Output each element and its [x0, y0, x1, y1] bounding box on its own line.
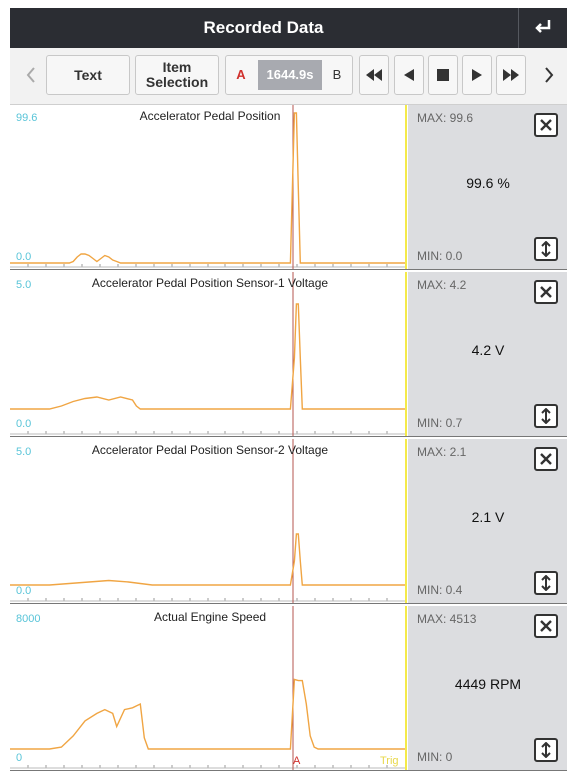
max-label: MAX: 2.1 — [417, 445, 467, 459]
graph-edge — [405, 272, 407, 436]
graph-title: Actual Engine Speed — [153, 610, 267, 624]
vertical-resize-icon — [541, 408, 551, 424]
title-bar: Recorded Data — [10, 8, 567, 48]
return-arrow-icon — [535, 20, 551, 33]
range-time-display: 1644.9s — [258, 60, 322, 90]
close-icon — [540, 620, 552, 632]
value-panel: MAX: 2.1 2.1 V MIN: 0.4 — [408, 439, 567, 603]
text-button[interactable]: Text — [46, 55, 130, 95]
stop-button[interactable] — [428, 55, 458, 95]
y-axis-max: 99.6 — [16, 112, 38, 124]
max-label: MAX: 99.6 — [417, 111, 474, 125]
close-button[interactable] — [534, 113, 558, 137]
scale-button[interactable] — [534, 571, 558, 595]
vertical-resize-icon — [541, 742, 551, 758]
y-axis-max: 5.0 — [16, 446, 32, 458]
graph-title: Accelerator Pedal Position Sensor-2 Volt… — [91, 443, 329, 457]
stop-icon — [437, 69, 449, 81]
step-back-icon — [404, 69, 414, 81]
min-label: MIN: 0.0 — [417, 249, 463, 263]
play-icon — [472, 69, 482, 81]
range-a-marker[interactable]: A — [236, 67, 246, 82]
max-label: MAX: 4.2 — [417, 278, 467, 292]
scale-button[interactable] — [534, 404, 558, 428]
graph-panel: 5.0 0.0 Accelerator Pedal Position Senso… — [10, 272, 567, 437]
line-chart — [10, 105, 405, 269]
max-label: MAX: 4513 — [417, 612, 477, 626]
close-button[interactable] — [534, 280, 558, 304]
graph-edge — [405, 105, 407, 269]
current-value: 2.1 V — [471, 509, 505, 525]
graph-panel: 8000 0 Actual Engine Speed A Trig MAX: 4… — [10, 606, 567, 771]
scale-button[interactable] — [534, 237, 558, 261]
value-panel: MAX: 4513 4449 RPM MIN: 0 — [408, 606, 567, 770]
line-chart — [10, 606, 405, 770]
y-axis-max: 5.0 — [16, 279, 32, 291]
current-value: 4449 RPM — [454, 676, 522, 692]
page-title: Recorded Data — [203, 18, 324, 37]
fast-forward-icon — [503, 69, 519, 81]
data-trace — [10, 112, 405, 264]
line-chart — [10, 272, 405, 436]
current-value: 4.2 V — [471, 342, 505, 358]
trigger-label: Trig — [380, 755, 399, 767]
graph-area[interactable]: 5.0 0.0 Accelerator Pedal Position Senso… — [10, 272, 408, 436]
time-range-selector[interactable]: A 1644.9s B — [225, 55, 353, 95]
line-chart — [10, 439, 405, 603]
rewind-icon — [366, 69, 382, 81]
graph-title: Accelerator Pedal Position — [139, 109, 281, 123]
chevron-right-icon — [545, 67, 554, 83]
close-button[interactable] — [534, 447, 558, 471]
data-trace — [10, 533, 405, 586]
graph-area[interactable]: 8000 0 Actual Engine Speed A Trig — [10, 606, 408, 770]
data-trace — [10, 303, 405, 410]
y-axis-min: 0.0 — [16, 418, 32, 430]
graph-panel: 5.0 0.0 Accelerator Pedal Position Senso… — [10, 439, 567, 604]
close-button[interactable] — [534, 614, 558, 638]
y-axis-min: 0.0 — [16, 585, 32, 597]
range-b-marker[interactable]: B — [332, 67, 342, 82]
close-icon — [540, 453, 552, 465]
graph-title: Accelerator Pedal Position Sensor-1 Volt… — [91, 276, 329, 290]
vertical-resize-icon — [541, 241, 551, 257]
current-value: 99.6 % — [466, 175, 510, 191]
value-panel: MAX: 99.6 99.6 % MIN: 0.0 — [408, 105, 567, 269]
value-panel: MAX: 4.2 4.2 V MIN: 0.7 — [408, 272, 567, 436]
prev-button[interactable] — [18, 55, 44, 95]
y-axis-min: 0 — [16, 752, 23, 764]
vertical-resize-icon — [541, 575, 551, 591]
next-button[interactable] — [536, 55, 562, 95]
item-selection-button[interactable]: Item Selection — [135, 55, 219, 95]
toolbar: Text Item Selection A 1644.9s B — [10, 48, 567, 105]
cursor-a-label: A — [293, 755, 301, 767]
min-label: MIN: 0 — [417, 750, 453, 764]
graph-panel: 99.6 0.0 Accelerator Pedal Position MAX:… — [10, 105, 567, 270]
close-icon — [540, 286, 552, 298]
graph-area[interactable]: 99.6 0.0 Accelerator Pedal Position — [10, 105, 408, 269]
data-trace — [10, 678, 405, 750]
y-axis-min: 0.0 — [16, 251, 32, 263]
min-label: MIN: 0.7 — [417, 416, 463, 430]
close-icon — [540, 119, 552, 131]
y-axis-max: 8000 — [16, 613, 41, 625]
back-button[interactable] — [518, 8, 567, 48]
min-label: MIN: 0.4 — [417, 583, 463, 597]
rewind-button[interactable] — [359, 55, 389, 95]
scale-button[interactable] — [534, 738, 558, 762]
step-back-button[interactable] — [394, 55, 424, 95]
chevron-left-icon — [26, 67, 35, 83]
graph-edge — [405, 439, 407, 603]
graph-edge — [405, 606, 407, 770]
fast-forward-button[interactable] — [496, 55, 526, 95]
play-button[interactable] — [462, 55, 492, 95]
graph-area[interactable]: 5.0 0.0 Accelerator Pedal Position Senso… — [10, 439, 408, 603]
